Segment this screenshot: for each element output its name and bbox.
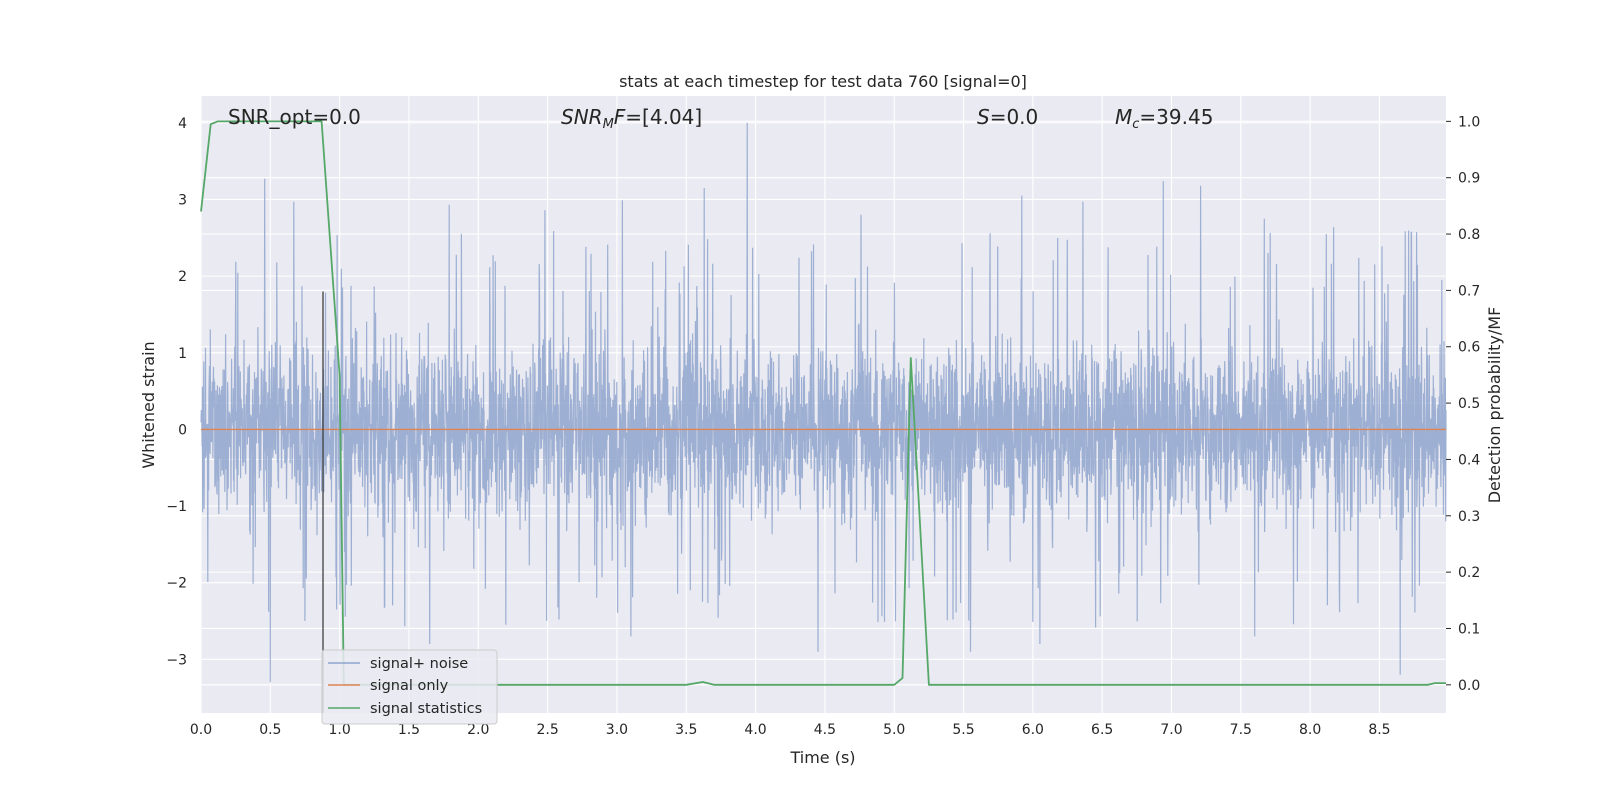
x-tick-label: 1.0: [329, 722, 351, 738]
x-tick-label: 5.5: [952, 722, 974, 738]
y-left-tick-label: −3: [166, 652, 187, 668]
x-tick-label: 5.0: [883, 722, 905, 738]
x-tick-label: 6.0: [1022, 722, 1044, 738]
annotations: SNR_opt=0.0 SNRMF=[4.04] S=0.0 Mc=39.45: [228, 105, 1213, 132]
y-right-tick-label: 1.0: [1458, 114, 1480, 130]
x-tick-label: 7.0: [1160, 722, 1182, 738]
annotation-mc: Mc=39.45: [1115, 105, 1213, 132]
y-left-tick-label: −1: [166, 499, 187, 515]
annotation-s: S=0.0: [977, 105, 1038, 129]
y-left-tick-label: 1: [178, 346, 187, 362]
y-right-tick-label: 0.8: [1458, 227, 1480, 243]
y-right-tick-label: 0.3: [1458, 509, 1480, 525]
x-tick-label: 0.0: [190, 722, 212, 738]
chart-title: stats at each timestep for test data 760…: [619, 72, 1027, 91]
y-axis-right-label: Detection probability/MF: [1485, 307, 1504, 504]
y-axis-left-label: Whitened strain: [139, 341, 158, 468]
x-tick-label: 4.5: [814, 722, 836, 738]
x-tick-label: 6.5: [1091, 722, 1113, 738]
y-right-tick-label: 0.5: [1458, 396, 1480, 412]
y-left-tick-label: 2: [178, 269, 187, 285]
x-tick-label: 3.5: [675, 722, 697, 738]
signal-noise-series: [200, 122, 1447, 683]
y-right-tick-label: 0.0: [1458, 678, 1480, 694]
y-right-tick-label: 0.9: [1458, 171, 1480, 187]
y-left-tick-label: 0: [178, 422, 187, 438]
x-tick-label: 2.5: [536, 722, 558, 738]
signal-statistics-line: [200, 120, 1446, 686]
legend-label-noise: signal+ noise: [370, 656, 468, 672]
y-right-tick-label: 0.6: [1458, 340, 1480, 356]
x-tick-label: 8.5: [1368, 722, 1390, 738]
signal-noise-line: [200, 122, 1447, 683]
legend-box: [321, 649, 498, 725]
axis-layer: 0.0 0.5 1.0 1.5 2.0 2.5 3.0 3.5 4.0 4.5 5.0 5.5 6.0 6…: [166, 114, 1480, 738]
y-left-tick-label: 4: [178, 116, 187, 132]
x-tick-label: 4.0: [744, 722, 766, 738]
y-left-tick-label: 3: [178, 192, 187, 208]
x-tick-label: 1.5: [398, 722, 420, 738]
y-right-tick-label: 0.7: [1458, 283, 1480, 299]
x-tick-label: 8.0: [1299, 722, 1321, 738]
y-left-tick-label: −2: [166, 576, 187, 592]
legend-label-statistics: signal statistics: [370, 701, 482, 717]
x-tick-label: 2.0: [467, 722, 489, 738]
x-tick-label: 7.5: [1230, 722, 1252, 738]
annotation-snr-opt: SNR_opt=0.0: [228, 105, 361, 129]
y-right-tick-label: 0.4: [1458, 452, 1480, 468]
y-right-tick-label: 0.2: [1458, 565, 1480, 581]
y-right-tick-label: 0.1: [1458, 621, 1480, 637]
x-tick-label: 0.5: [259, 722, 281, 738]
line-series-layer: [200, 120, 1446, 713]
annotation-snr-mf: SNRMF=[4.04]: [561, 105, 702, 132]
legend[interactable]: signal+ noise signal only signal statist…: [321, 649, 498, 725]
x-axis-label: Time (s): [789, 748, 855, 767]
legend-label-signal-only: signal only: [370, 678, 449, 694]
x-tick-label: 3.0: [606, 722, 628, 738]
